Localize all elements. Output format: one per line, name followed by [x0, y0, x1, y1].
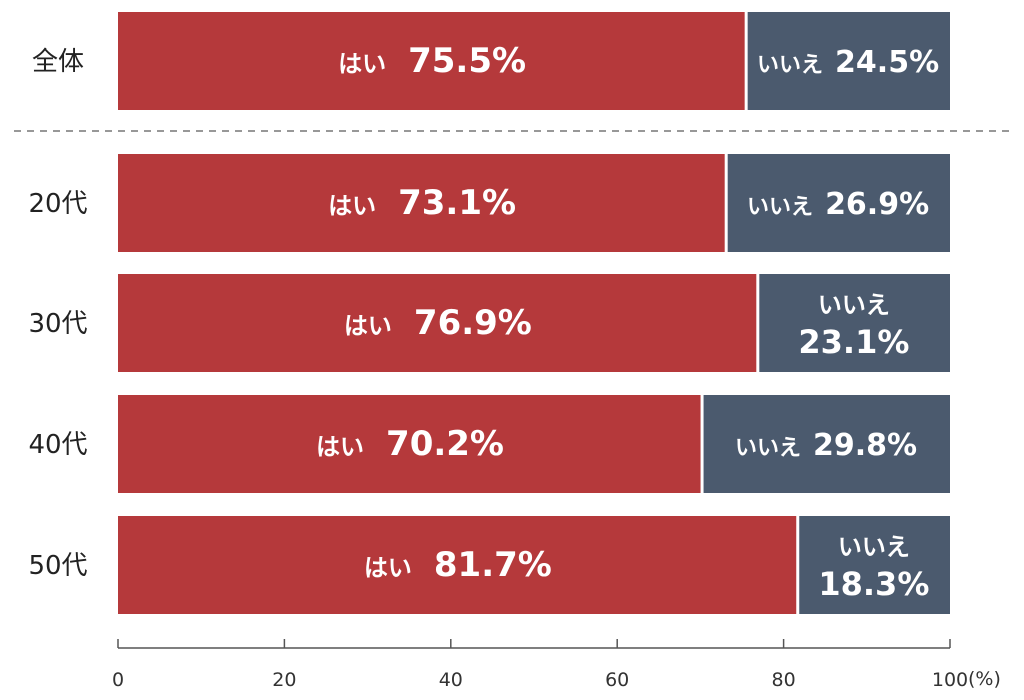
no-percent: 18.3% — [818, 565, 929, 603]
no-series-name: いいえ — [747, 195, 813, 220]
no-percent: 29.8% — [813, 428, 917, 463]
yes-series-name: はい — [344, 312, 392, 340]
bar-no — [797, 516, 950, 614]
yes-value-label: はい 81.7% — [364, 545, 552, 585]
yes-value-label: はい 70.2% — [316, 424, 504, 464]
no-series-name: いいえ — [818, 291, 890, 319]
bar-yes — [118, 274, 758, 372]
category-label: 30代 — [28, 309, 87, 339]
bar-no — [726, 154, 950, 252]
yes-series-name: はい — [316, 433, 364, 461]
yes-series-name: はい — [328, 192, 376, 220]
x-tick-label: 20 — [272, 669, 296, 691]
yes-percent: 81.7% — [434, 545, 552, 585]
yes-value-label: はい 75.5% — [338, 41, 526, 81]
yes-value-label: はい 73.1% — [328, 183, 516, 223]
no-percent: 23.1% — [798, 323, 909, 361]
no-series-name: いいえ — [735, 436, 801, 461]
x-tick-label: 80 — [772, 669, 796, 691]
yes-percent: 73.1% — [398, 183, 516, 223]
yes-series-name: はい — [338, 50, 386, 78]
no-series-name: いいえ — [757, 53, 823, 78]
no-series-name: いいえ — [838, 533, 910, 561]
no-value-label: いいえ 29.8% — [735, 428, 917, 463]
bar-yes — [118, 395, 703, 493]
no-percent: 24.5% — [835, 45, 939, 80]
yes-percent: 75.5% — [408, 41, 526, 81]
yes-percent: 70.2% — [386, 424, 504, 464]
bar-no — [702, 395, 950, 493]
category-label: 40代 — [28, 430, 87, 460]
no-value-label: いいえ 24.5% — [757, 45, 939, 80]
x-axis-unit: (%) — [968, 668, 1001, 690]
x-tick-label: 40 — [439, 669, 463, 691]
x-tick-label: 60 — [605, 669, 629, 691]
category-label: 20代 — [28, 189, 87, 219]
x-tick-label: 100 — [932, 669, 968, 691]
bar-yes — [118, 516, 798, 614]
yes-percent: 76.9% — [414, 303, 532, 343]
bar-no — [746, 12, 950, 110]
yes-value-label: はい 76.9% — [344, 303, 532, 343]
category-label: 全体 — [32, 47, 84, 77]
x-tick-label: 0 — [112, 669, 124, 691]
bar-yes — [118, 154, 727, 252]
bar-no — [757, 274, 950, 372]
bar-yes — [118, 12, 747, 110]
no-percent: 26.9% — [825, 187, 929, 222]
no-value-label: いいえ 26.9% — [747, 187, 929, 222]
category-label: 50代 — [28, 551, 87, 581]
yes-series-name: はい — [364, 554, 412, 582]
